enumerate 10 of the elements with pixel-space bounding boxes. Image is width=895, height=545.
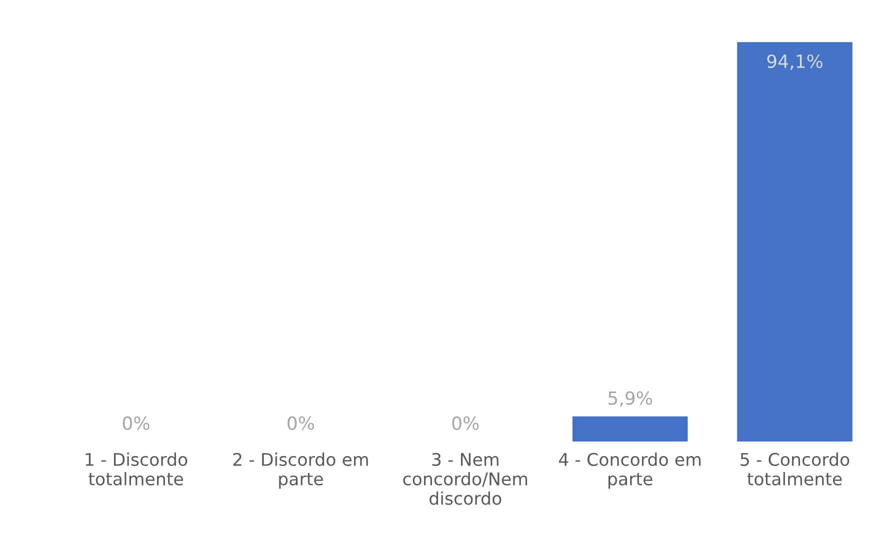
data-label: 5,9% (608, 391, 652, 407)
data-label: 0% (452, 416, 479, 430)
x-tick-label: 2 - Discordo em parte (233, 452, 368, 489)
x-tick-label: 3 - Nem concordo/Nem discordo (403, 452, 528, 505)
data-label: 94,1% (767, 54, 822, 70)
data-label: 0% (288, 416, 314, 430)
data-label: 0% (122, 416, 150, 430)
x-tick-label: 5 - Concordo totalmente (740, 452, 850, 486)
x-tick-label: 1 - Discordo totalmente (86, 452, 188, 486)
x-tick-label: 4 - Concordo em parte (559, 452, 701, 489)
